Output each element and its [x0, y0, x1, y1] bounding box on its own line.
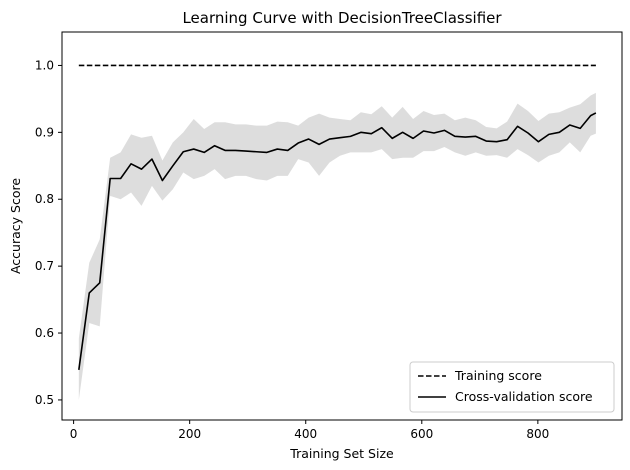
legend: Training score Cross-validation score: [409, 361, 615, 413]
y-tick-label: 0.5: [35, 393, 54, 407]
y-tick-label: 0.8: [35, 192, 54, 206]
x-tick-label: 800: [526, 427, 549, 441]
cv-score-std-band: [78, 92, 596, 400]
x-tick-label: 600: [410, 427, 433, 441]
y-axis-label: Accuracy Score: [8, 178, 23, 274]
x-tick-label: 400: [294, 427, 317, 441]
x-tick-label: 0: [70, 427, 78, 441]
y-tick-label: 1.0: [35, 58, 54, 72]
chart-title: Learning Curve with DecisionTreeClassifi…: [182, 9, 502, 27]
legend-training-label: Training score: [454, 368, 542, 383]
x-axis-label: Training Set Size: [289, 446, 394, 461]
plot-frame: [61, 31, 623, 421]
legend-cv-label: Cross-validation score: [455, 389, 593, 404]
cv-score-line: [78, 112, 597, 370]
legend-box: [409, 361, 615, 413]
axis-ticks: 0 200 400 600 800 0.5 0.6 0.7 0.8 0.9 1.0: [35, 58, 549, 441]
y-tick-label: 0.9: [35, 125, 54, 139]
y-tick-label: 0.7: [35, 259, 54, 273]
x-tick-label: 200: [178, 427, 201, 441]
y-tick-label: 0.6: [35, 326, 54, 340]
plot-area: [78, 64, 597, 400]
